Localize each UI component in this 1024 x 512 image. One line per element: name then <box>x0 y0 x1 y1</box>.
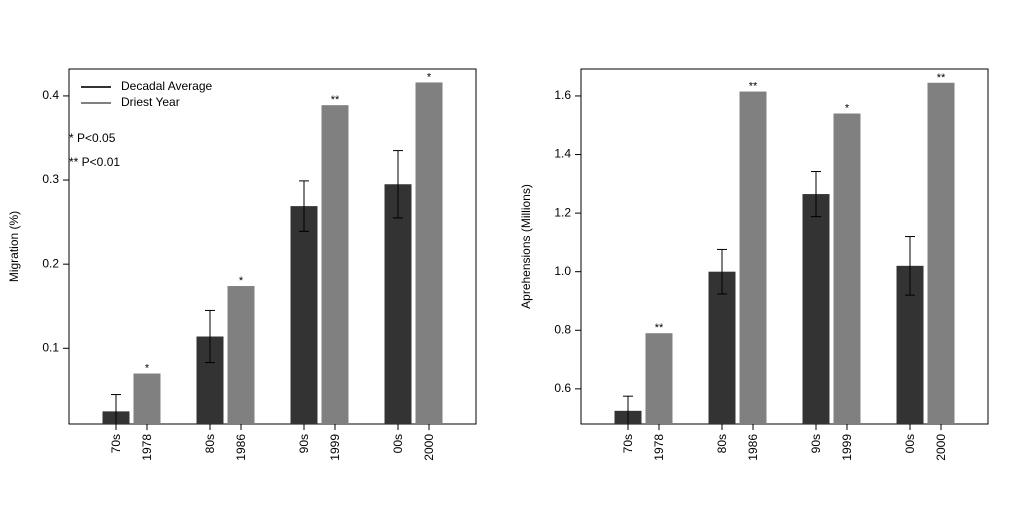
legend-label: Decadal Average <box>121 79 213 93</box>
significance-mark: ** <box>655 322 664 334</box>
x-tick-label: 80s <box>715 434 729 453</box>
significance-mark: * <box>427 71 432 83</box>
x-tick-label: 00s <box>903 434 917 453</box>
bar <box>802 194 830 424</box>
y-tick-label: 0.4 <box>42 88 59 102</box>
bar <box>321 105 349 425</box>
significance-mark: * <box>239 275 244 287</box>
bar <box>708 271 736 424</box>
y-tick-label: 0.2 <box>42 256 59 270</box>
y-tick-label: 1.4 <box>554 147 571 161</box>
significance-mark: ** <box>937 72 946 84</box>
x-tick-label: 2000 <box>934 434 948 461</box>
bar <box>927 82 955 424</box>
significance-mark: ** <box>331 94 340 106</box>
footnote: * P<0.05 <box>69 131 116 145</box>
bar <box>415 82 443 424</box>
y-tick-label: 1.2 <box>554 205 571 219</box>
footnote: ** P<0.01 <box>69 155 120 169</box>
y-axis-label: Aprehensions (Millions) <box>519 184 533 309</box>
bar <box>384 184 412 424</box>
bar <box>133 373 161 424</box>
x-tick-label: 1978 <box>652 434 666 461</box>
y-tick-label: 0.3 <box>42 172 59 186</box>
x-tick-label: 90s <box>297 434 311 453</box>
y-tick-label: 1.6 <box>554 88 571 102</box>
plot-frame <box>580 68 989 425</box>
x-tick-label: 2000 <box>422 434 436 461</box>
x-tick-label: 1986 <box>234 434 248 461</box>
x-tick-label: 90s <box>809 434 823 453</box>
y-axis-label: Migration (%) <box>7 211 21 282</box>
bar <box>290 206 318 424</box>
bar <box>739 91 767 425</box>
x-tick-label: 80s <box>203 434 217 453</box>
x-tick-label: 1978 <box>140 434 154 461</box>
bar <box>645 333 673 424</box>
significance-mark: * <box>145 363 150 375</box>
x-tick-label: 1999 <box>840 434 854 461</box>
bar <box>227 286 255 424</box>
x-tick-label: 1986 <box>746 434 760 461</box>
legend-label: Driest Year <box>121 95 180 109</box>
plot-frame <box>68 68 477 425</box>
significance-mark: * <box>845 103 850 115</box>
y-tick-label: 0.6 <box>554 381 571 395</box>
x-tick-label: 1999 <box>328 434 342 461</box>
x-tick-label: 00s <box>391 434 405 453</box>
bar <box>833 113 861 424</box>
x-tick-label: 70s <box>621 434 635 453</box>
x-tick-label: 70s <box>109 434 123 453</box>
y-tick-label: 0.1 <box>42 340 59 354</box>
significance-mark: ** <box>749 81 758 93</box>
y-tick-label: 0.8 <box>554 322 571 336</box>
y-tick-label: 1.0 <box>554 264 571 278</box>
